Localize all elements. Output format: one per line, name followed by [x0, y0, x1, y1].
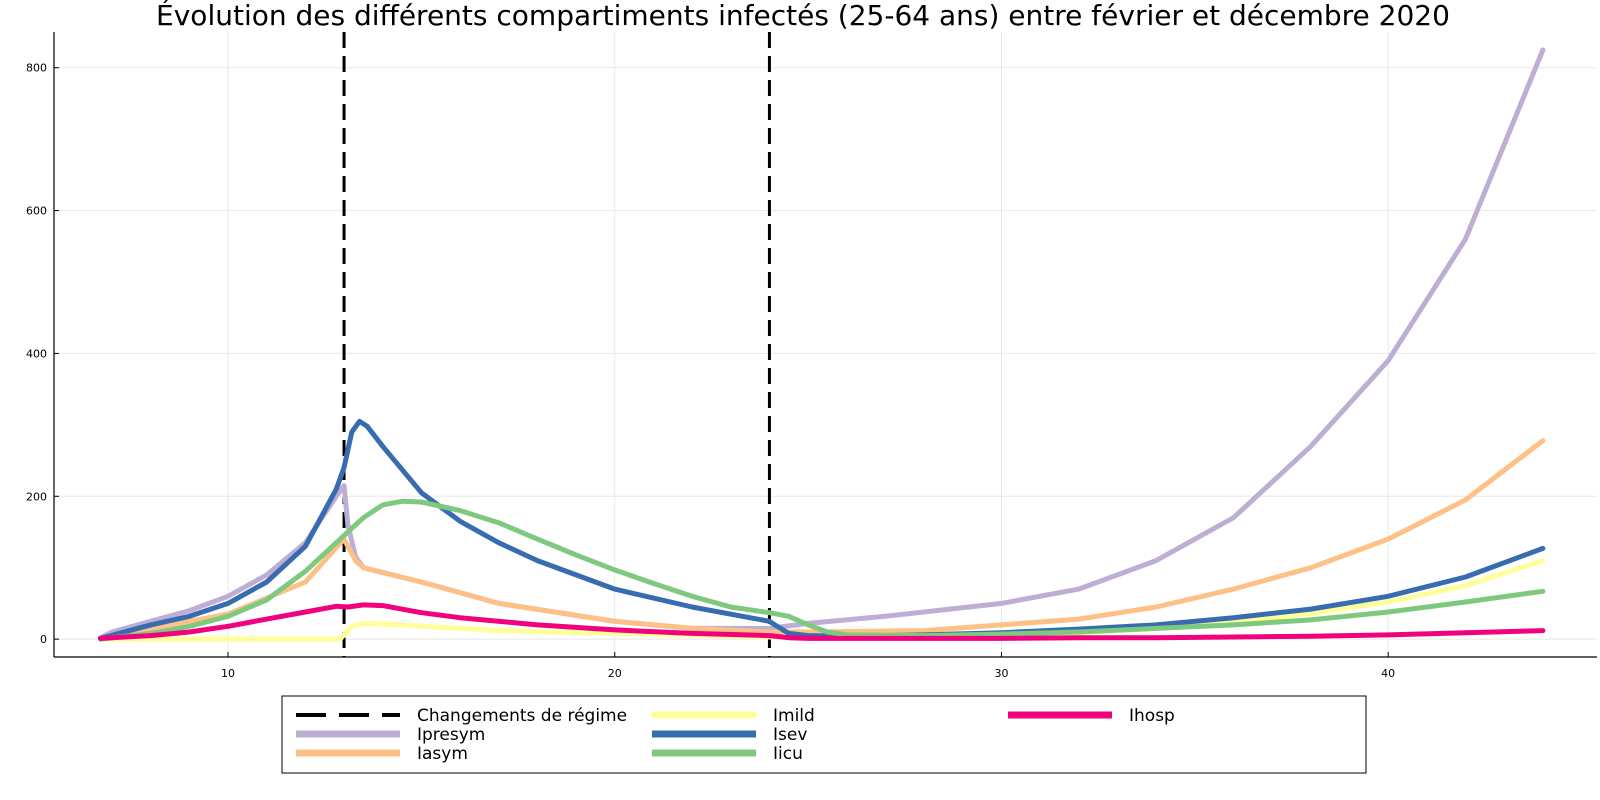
legend-entry: Imild — [652, 706, 815, 726]
y-tick-label: 600 — [26, 205, 47, 218]
series-line-ipresym — [97, 47, 1546, 641]
chart-title: Évolution des différents compartiments i… — [156, 0, 1450, 32]
legend-label: Changements de régime — [417, 706, 627, 726]
x-tick-label: 10 — [221, 667, 235, 680]
series-line-iasym — [97, 438, 1546, 641]
legend-entry: Ipresym — [296, 725, 485, 745]
x-tick-label: 30 — [994, 667, 1008, 680]
y-tick-label: 200 — [26, 490, 47, 503]
regime-change-lines — [342, 32, 771, 657]
y-tick-label: 400 — [26, 347, 47, 360]
series-line-ihosp — [97, 602, 1546, 641]
x-tick-label: 20 — [608, 667, 622, 680]
series-line-isev — [97, 418, 1546, 641]
legend-label: Isev — [773, 725, 807, 745]
legend-entry: Ihosp — [1008, 706, 1175, 726]
legend-entry: Changements de régime — [296, 706, 627, 726]
legend-entry: Isev — [652, 725, 807, 745]
legend-entry: Iasym — [296, 744, 468, 764]
legend-label: Ihosp — [1129, 706, 1175, 726]
legend-entry: Iicu — [652, 744, 803, 764]
legend-label: Imild — [773, 706, 815, 726]
legend-label: Iicu — [773, 744, 803, 764]
legend-label: Iasym — [417, 744, 468, 764]
series-line-iicu — [97, 498, 1546, 642]
series-lines — [97, 47, 1546, 642]
y-tick-label: 800 — [26, 62, 47, 75]
x-tick-label: 40 — [1381, 667, 1395, 680]
y-tick-label: 0 — [40, 633, 47, 646]
legend-label: Ipresym — [417, 725, 485, 745]
